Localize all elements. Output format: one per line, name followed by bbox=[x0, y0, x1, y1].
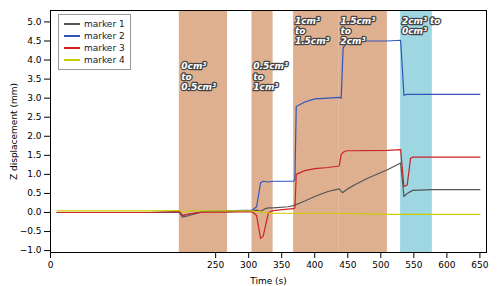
svg-text:2.0: 2.0 bbox=[27, 131, 42, 141]
svg-text:4.5: 4.5 bbox=[27, 36, 41, 46]
html-text:marker 2: marker 2 bbox=[84, 31, 125, 41]
svg-text:3.0: 3.0 bbox=[27, 93, 42, 103]
svg-text:−1.0: −1.0 bbox=[20, 245, 42, 255]
svg-text:Time (s): Time (s) bbox=[249, 276, 287, 286]
svg-text:Z displacement (mm): Z displacement (mm) bbox=[9, 83, 19, 180]
svg-text:0cm³to0.5cm³: 0cm³to0.5cm³ bbox=[181, 61, 216, 92]
html-text:marker 3: marker 3 bbox=[84, 43, 125, 53]
svg-text:1.0: 1.0 bbox=[27, 169, 42, 179]
svg-text:450: 450 bbox=[339, 260, 356, 270]
svg-text:600: 600 bbox=[438, 260, 455, 270]
svg-text:2cm³ to0cm³: 2cm³ to0cm³ bbox=[402, 16, 441, 36]
svg-text:250: 250 bbox=[207, 260, 224, 270]
svg-text:350: 350 bbox=[273, 260, 290, 270]
svg-text:1.5: 1.5 bbox=[27, 150, 41, 160]
svg-text:650: 650 bbox=[471, 260, 488, 270]
svg-text:500: 500 bbox=[372, 260, 389, 270]
svg-text:300: 300 bbox=[240, 260, 257, 270]
svg-text:0.5: 0.5 bbox=[27, 188, 41, 198]
svg-text:400: 400 bbox=[306, 260, 323, 270]
html-text:marker 4: marker 4 bbox=[84, 55, 125, 65]
svg-text:5.0: 5.0 bbox=[27, 17, 42, 27]
svg-text:1cm³to1.5cm³: 1cm³to1.5cm³ bbox=[295, 16, 330, 47]
svg-text:550: 550 bbox=[405, 260, 422, 270]
svg-text:3.5: 3.5 bbox=[27, 74, 41, 84]
html-text:marker 1: marker 1 bbox=[84, 19, 125, 29]
svg-text:0.5cm³to1cm³: 0.5cm³to1cm³ bbox=[253, 61, 288, 92]
svg-text:0.0: 0.0 bbox=[27, 207, 42, 217]
svg-text:1.5cm³to2cm³: 1.5cm³to2cm³ bbox=[341, 16, 376, 47]
svg-text:0: 0 bbox=[48, 260, 54, 270]
svg-text:−0.5: −0.5 bbox=[20, 226, 42, 236]
svg-text:4.0: 4.0 bbox=[27, 55, 42, 65]
svg-text:2.5: 2.5 bbox=[27, 112, 41, 122]
